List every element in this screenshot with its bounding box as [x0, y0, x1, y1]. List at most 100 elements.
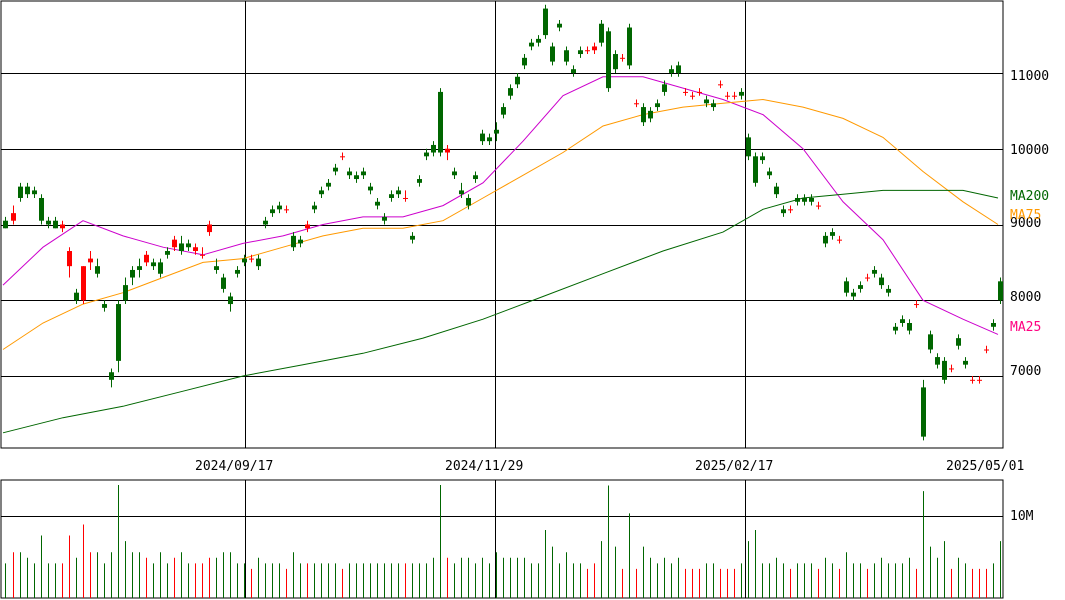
candle-132 [928, 330, 933, 354]
candle-body [893, 326, 898, 331]
candle-body [655, 103, 660, 108]
candle-49 [347, 167, 352, 180]
candle-body [438, 91, 443, 153]
candle-54 [382, 213, 387, 225]
candle-body [613, 54, 618, 70]
candle-body [739, 91, 744, 96]
candle-body [242, 258, 247, 263]
candle-117 [823, 232, 828, 248]
candle-141 [991, 319, 996, 331]
ma-line-ma75 [2, 98, 999, 350]
candle-body [319, 190, 324, 195]
candle-42 [298, 235, 303, 248]
candle-body [585, 50, 590, 52]
chart-grid [0, 0, 1004, 599]
candle-body [389, 194, 394, 198]
candle-body [865, 277, 870, 279]
candle-50 [354, 171, 359, 183]
candle-body [81, 266, 86, 301]
candle-body [998, 281, 1003, 301]
candle-body [354, 175, 359, 180]
candle-95 [669, 65, 674, 77]
candle-body [711, 103, 716, 108]
candle-108 [760, 152, 765, 164]
candle-103 [725, 91, 730, 100]
price-panel-frame [0, 0, 1004, 449]
candle-33 [235, 266, 240, 278]
candle-10 [74, 288, 79, 305]
candle-53 [375, 197, 380, 210]
candle-body [760, 156, 765, 161]
candle-body [669, 69, 674, 73]
candle-135 [949, 364, 954, 373]
candle-71 [501, 103, 506, 119]
candle-74 [522, 54, 527, 70]
candle-64 [452, 167, 457, 180]
candle-body [956, 338, 961, 346]
candle-body [340, 156, 345, 158]
candle-98 [690, 91, 695, 100]
candle-body [3, 220, 8, 229]
candle-body [452, 171, 457, 176]
candle-body [578, 50, 583, 55]
candle-body [305, 224, 310, 229]
candle-59 [417, 175, 422, 187]
candle-body [501, 107, 506, 115]
x-axis-labels: 2024/09/17 2024/11/29 2025/02/17 2025/05… [195, 459, 1024, 474]
candle-91 [641, 103, 646, 127]
candle-body [599, 23, 604, 43]
candle-body [550, 46, 555, 62]
candle-29 [207, 220, 212, 236]
candle-body [522, 57, 527, 66]
candle-body [151, 262, 156, 267]
candle-body [137, 266, 142, 270]
candle-body [977, 379, 982, 381]
candle-39 [277, 201, 282, 214]
candle-37 [263, 216, 268, 229]
candle-52 [368, 182, 373, 195]
candle-122 [858, 281, 863, 293]
candle-body [60, 224, 65, 229]
candle-21 [151, 258, 156, 270]
candle-125 [879, 273, 884, 289]
candle-body [592, 46, 597, 51]
candle-13 [95, 258, 100, 278]
candle-body [11, 213, 16, 221]
candle-38 [270, 205, 275, 217]
candle-77 [543, 4, 548, 39]
candle-14 [102, 300, 107, 312]
candle-body [935, 357, 940, 365]
candle-110 [774, 182, 779, 198]
volume-bars [5, 485, 1001, 598]
candle-body [781, 209, 786, 214]
candle-body [466, 197, 471, 206]
candle-body [683, 91, 688, 93]
candle-body [725, 95, 730, 97]
candle-51 [361, 167, 366, 180]
candle-26 [186, 239, 191, 252]
candle-5 [39, 194, 44, 225]
candle-body [403, 197, 408, 199]
candle-137 [963, 357, 968, 369]
candle-body [473, 175, 478, 180]
candle-body [900, 319, 905, 323]
candle-99 [697, 88, 702, 96]
candle-138 [970, 376, 975, 384]
candle-4 [32, 186, 37, 198]
candle-body [228, 296, 233, 305]
candle-body [795, 197, 800, 202]
candle-81 [571, 65, 576, 77]
candle-body [333, 167, 338, 172]
candle-85 [599, 19, 604, 47]
candle-body [697, 91, 702, 93]
candle-100 [704, 95, 709, 108]
candle-body [949, 368, 954, 370]
candle-body [858, 285, 863, 289]
candle-83 [585, 46, 590, 55]
candle-body [837, 239, 842, 241]
candle-61 [431, 141, 436, 157]
candle-body [921, 387, 926, 437]
candle-body [543, 8, 548, 36]
candle-11 [81, 266, 86, 305]
candle-body [172, 239, 177, 248]
